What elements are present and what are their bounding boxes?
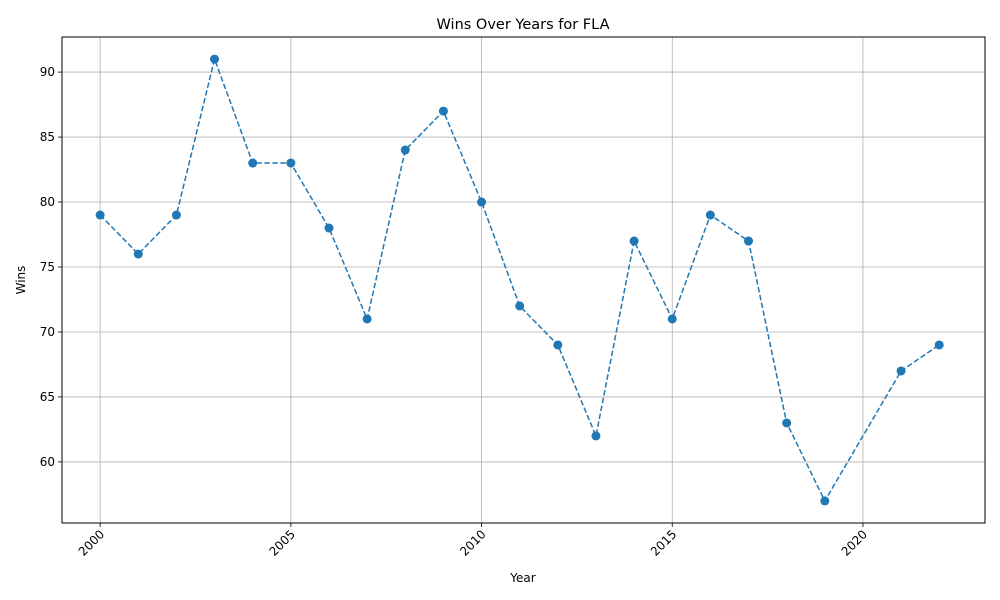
series-points [95, 54, 944, 506]
x-axis-label: Year [509, 571, 535, 585]
series-line [99, 56, 940, 503]
data-point [286, 158, 296, 168]
data-point [629, 236, 639, 246]
data-point [667, 314, 677, 324]
data-point [553, 340, 563, 350]
data-point [515, 301, 525, 311]
data-point [248, 158, 258, 168]
x-tick-label: 2020 [839, 527, 870, 558]
plot-frame [61, 36, 986, 524]
grid [62, 37, 985, 523]
data-point [782, 418, 792, 428]
data-point [744, 236, 754, 246]
y-tick-label: 90 [40, 65, 55, 79]
y-tick-label: 70 [40, 325, 55, 339]
y-axis-label: Wins [14, 266, 28, 295]
x-tick-label: 2015 [648, 527, 679, 558]
chart-title: Wins Over Years for FLA [437, 17, 610, 33]
y-tick-label: 75 [40, 260, 55, 274]
y-tick-label: 85 [40, 130, 55, 144]
data-point [591, 431, 601, 441]
data-point [438, 106, 448, 116]
data-point [95, 210, 105, 220]
data-point [400, 145, 410, 155]
data-point [210, 54, 220, 64]
data-point [896, 366, 906, 376]
data-point [934, 340, 944, 350]
data-point [820, 496, 830, 506]
x-tick-label: 2005 [266, 527, 297, 558]
data-point [705, 210, 715, 220]
y-tick-label: 60 [40, 455, 55, 469]
data-point [133, 249, 143, 259]
data-point [171, 210, 181, 220]
x-tick-label: 2000 [76, 527, 107, 558]
x-axis-ticks: 2000 2005 2010 2015 2020 [76, 523, 870, 559]
data-point [477, 197, 487, 207]
x-tick-label: 2010 [457, 527, 488, 558]
y-axis-ticks: 60 65 70 75 80 85 90 [40, 65, 62, 469]
data-point [362, 314, 372, 324]
y-tick-label: 80 [40, 195, 55, 209]
data-point [324, 223, 334, 233]
y-tick-label: 65 [40, 390, 55, 404]
